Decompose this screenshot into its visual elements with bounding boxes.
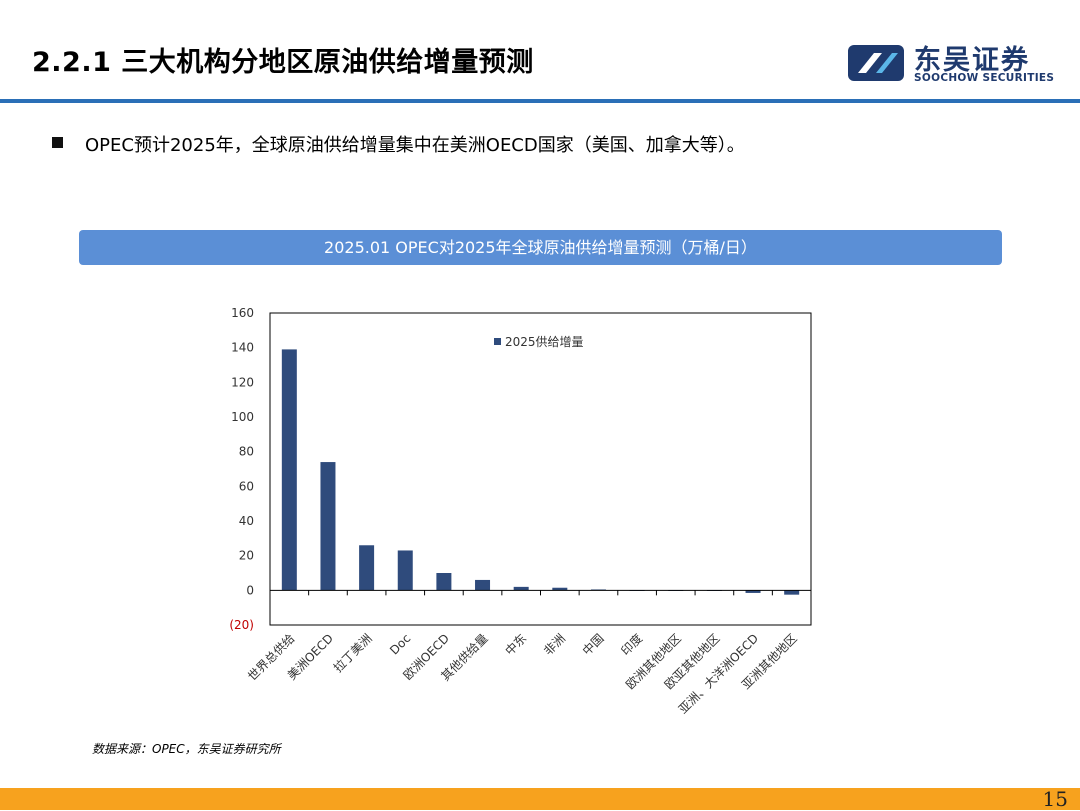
bar-1 <box>281 349 297 591</box>
y-tick-label: 0 <box>246 583 254 597</box>
plot-area-frame <box>269 312 812 626</box>
bar-4 <box>397 550 413 591</box>
bar-7 <box>513 586 529 591</box>
logo-subtitle: SOOCHOW SECURITIES <box>914 72 1055 84</box>
bar-14 <box>784 590 800 595</box>
bar-3 <box>359 545 375 591</box>
y-tick-label: 20 <box>239 549 254 563</box>
x-tick-label: 印度 <box>618 631 646 659</box>
bar-8 <box>552 587 568 591</box>
page-number: 15 <box>1042 787 1068 811</box>
y-tick-label: 60 <box>239 479 254 493</box>
y-tick-label: 80 <box>239 445 254 459</box>
bar-6 <box>475 579 491 591</box>
chart-title-banner: 2025.01 OPEC对2025年全球原油供给增量预测（万桶/日） <box>79 230 1002 265</box>
bar-2 <box>320 462 336 591</box>
y-tick-label: 100 <box>231 410 254 424</box>
logo-mark-icon <box>848 45 904 81</box>
bar-5 <box>436 573 452 591</box>
y-tick-label: 160 <box>231 306 254 320</box>
y-tick-label: 140 <box>231 341 254 355</box>
company-logo: 东吴证券 SOOCHOW SECURITIES <box>846 38 1056 88</box>
bar-13 <box>745 590 761 593</box>
x-tick-label: 中国 <box>579 631 607 659</box>
x-tick-label: 中东 <box>502 631 530 659</box>
bullet-square-icon <box>52 137 63 148</box>
y-tick-label: (20) <box>229 618 254 632</box>
logo-name: 东吴证券 <box>914 45 1030 76</box>
x-tick-label: Doc <box>387 631 413 657</box>
x-tick-label: 拉丁美洲 <box>330 631 375 676</box>
bullet-text: OPEC预计2025年，全球原油供给增量集中在美洲OECD国家（美国、加拿大等）… <box>85 135 745 156</box>
footer-bar <box>0 788 1080 810</box>
header-divider <box>0 99 1080 103</box>
data-source-note: 数据来源：OPEC，东吴证券研究所 <box>92 742 281 756</box>
legend-label: 2025供给增量 <box>505 335 584 349</box>
x-tick-label: 非洲 <box>541 631 568 658</box>
legend-swatch <box>494 338 501 345</box>
y-tick-label: 120 <box>231 375 254 389</box>
page-title: 2.2.1 三大机构分地区原油供给增量预测 <box>32 47 534 78</box>
y-tick-label: 40 <box>239 514 254 528</box>
